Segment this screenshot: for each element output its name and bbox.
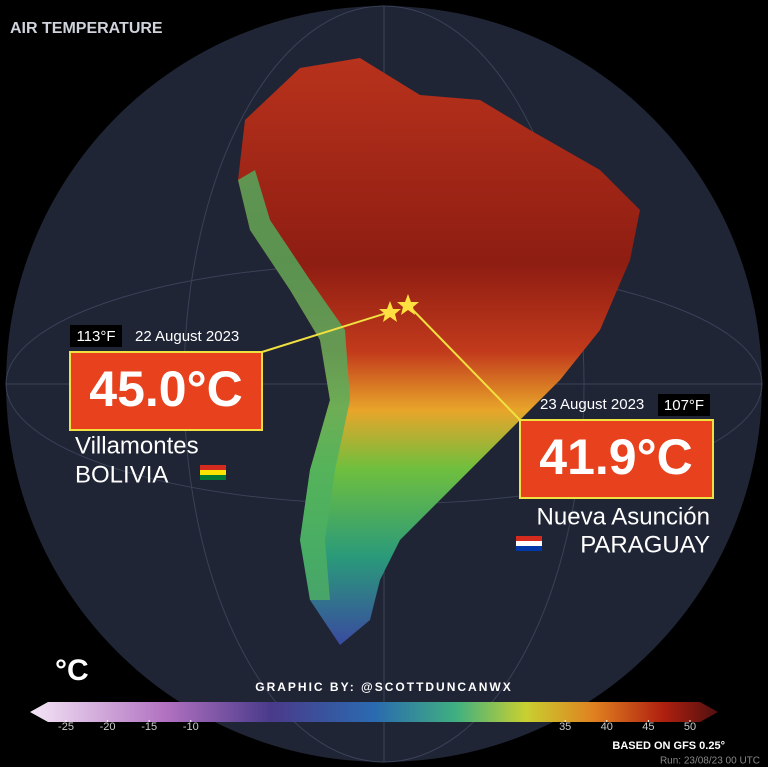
pointer	[407, 304, 521, 421]
title: AIR TEMPERATURE	[10, 20, 163, 37]
tick-label: -20	[100, 721, 116, 733]
flag-paraguay	[516, 536, 542, 551]
tick-label: 40	[601, 721, 613, 733]
celsius: 45.0°C	[89, 361, 242, 417]
celsius-box	[519, 419, 714, 499]
colorbar	[30, 702, 718, 722]
flag-bolivia	[200, 465, 226, 480]
continent	[238, 58, 640, 645]
run: Run: 23/08/23 00 UTC	[660, 756, 760, 767]
tick-label: 35	[559, 721, 571, 733]
star	[397, 294, 419, 315]
country: PARAGUAY	[580, 531, 710, 558]
place: Villamontes	[75, 432, 199, 459]
star	[379, 301, 401, 322]
fahrenheit-box	[70, 325, 122, 347]
celsius: 41.9°C	[539, 429, 692, 485]
celsius-box	[69, 351, 263, 431]
tick-label: -25	[58, 721, 74, 733]
fahrenheit-box	[658, 394, 710, 416]
date: 22 August 2023	[135, 328, 239, 345]
source: BASED ON GFS 0.25°	[612, 740, 725, 752]
andes	[238, 170, 350, 600]
tick-label: -15	[141, 721, 157, 733]
legend-unit: °C	[55, 654, 89, 687]
fahrenheit: 113°F	[76, 328, 115, 345]
pointer	[261, 311, 391, 353]
tick-label: 45	[642, 721, 654, 733]
date: 23 August 2023	[540, 396, 644, 413]
tick-label: 50	[684, 721, 696, 733]
fahrenheit: 107°F	[664, 397, 704, 414]
credit: GRAPHIC BY: @SCOTTDUNCANWX	[255, 680, 512, 694]
country: BOLIVIA	[75, 461, 168, 488]
tick-label: -10	[183, 721, 199, 733]
place: Nueva Asunción	[537, 503, 710, 530]
